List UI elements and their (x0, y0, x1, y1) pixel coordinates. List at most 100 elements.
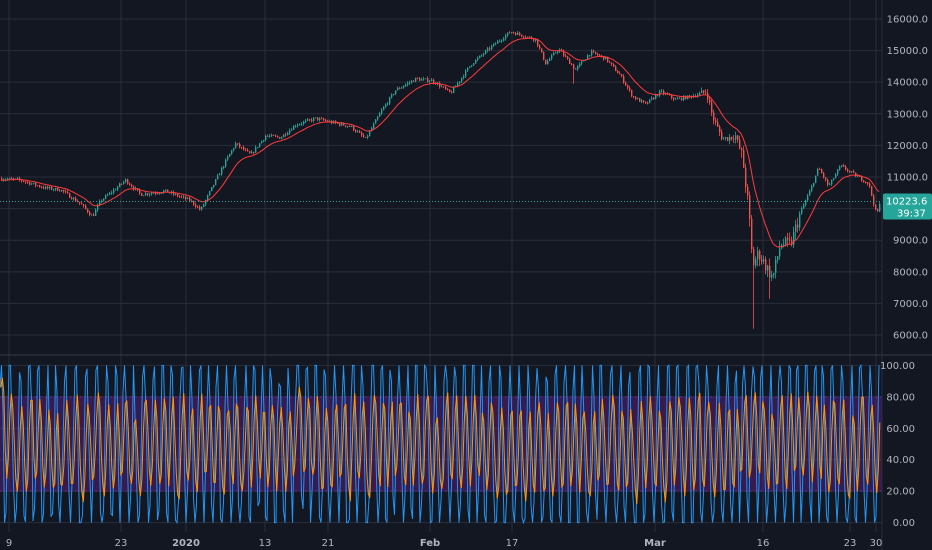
candle-body (499, 41, 500, 42)
candle-body (857, 176, 858, 177)
candle-body (177, 194, 178, 196)
last-price-tag: 10223.6 39:37 (883, 194, 932, 220)
candle-body (147, 193, 148, 194)
candle-body (157, 193, 158, 194)
candle-body (759, 251, 760, 260)
candle-body (345, 125, 346, 126)
candle-body (215, 179, 216, 185)
candle-body (109, 193, 110, 195)
candle-body (805, 200, 806, 204)
candle-body (513, 32, 514, 33)
candle-body (471, 65, 472, 66)
candle-body (23, 181, 24, 182)
candle-body (541, 48, 542, 52)
candle-body (49, 187, 50, 188)
candle-body (57, 188, 58, 191)
candle-body (629, 88, 630, 90)
candle-body (485, 51, 486, 54)
candle-body (425, 78, 426, 79)
candle-body (65, 191, 66, 192)
candle-body (803, 205, 804, 209)
candle-body (37, 185, 38, 186)
candle-body (481, 55, 482, 56)
candle-body (565, 56, 566, 57)
candle-body (299, 124, 300, 125)
candle-body (411, 81, 412, 83)
candle-body (717, 122, 718, 126)
time-tick-label: 21 (322, 538, 335, 549)
candle-body (421, 79, 422, 80)
candle-body (551, 55, 552, 59)
candle-body (53, 189, 54, 190)
candle-body (569, 59, 570, 64)
candle-body (849, 171, 850, 172)
candle-body (197, 207, 198, 208)
time-tick-label: 17 (506, 538, 519, 549)
candle-body (581, 61, 582, 63)
candle-body (275, 136, 276, 137)
candle-body (701, 90, 702, 93)
candle-body (821, 169, 822, 173)
candle-body (533, 39, 534, 41)
candle-body (509, 33, 510, 34)
candle-body (713, 112, 714, 120)
candle-body (677, 99, 678, 100)
candle-body (221, 168, 222, 174)
candle-body (427, 78, 428, 81)
candle-body (315, 117, 316, 118)
candle-body (423, 79, 424, 80)
candle-body (41, 187, 42, 188)
candle-body (111, 193, 112, 194)
candle-body (339, 123, 340, 125)
candle-body (593, 51, 594, 52)
candle-body (725, 137, 726, 138)
candle-body (295, 126, 296, 127)
candle-body (639, 98, 640, 102)
candle-body (651, 98, 652, 99)
candle-body (35, 183, 36, 186)
candle-body (179, 196, 180, 197)
candle-body (709, 99, 710, 102)
candle-body (869, 184, 870, 187)
candle-body (817, 169, 818, 175)
candle-body (733, 139, 734, 140)
candle-body (325, 120, 326, 121)
candle-body (595, 52, 596, 54)
candle-body (747, 187, 748, 195)
candle-body (469, 66, 470, 68)
candle-body (127, 179, 128, 183)
time-tick-label: 23 (115, 538, 128, 549)
candle-body (463, 76, 464, 77)
candle-body (59, 191, 60, 192)
candle-body (235, 143, 236, 148)
candle-body (185, 197, 186, 199)
candle-body (89, 212, 90, 215)
candle-body (611, 63, 612, 65)
candle-body (497, 41, 498, 43)
time-tick-label: 30 (870, 538, 883, 549)
candle-body (277, 136, 278, 137)
candle-body (851, 171, 852, 172)
candle-body (379, 113, 380, 116)
candle-body (721, 132, 722, 139)
candle-body (307, 119, 308, 120)
candle-body (577, 66, 578, 69)
candle-body (27, 182, 28, 183)
candle-body (633, 96, 634, 97)
candle-body (491, 46, 492, 49)
candle-body (575, 68, 576, 69)
candle-body (391, 94, 392, 97)
candle-body (351, 126, 352, 127)
candle-body (385, 104, 386, 107)
candle-body (623, 76, 624, 82)
candle-body (353, 126, 354, 130)
candle-body (155, 193, 156, 194)
candle-body (117, 187, 118, 190)
candle-body (751, 219, 752, 249)
candle-body (661, 91, 662, 92)
candle-body (309, 119, 310, 120)
candle-body (681, 98, 682, 100)
candle-body (95, 210, 96, 216)
candle-body (33, 183, 34, 184)
candle-body (711, 102, 712, 112)
